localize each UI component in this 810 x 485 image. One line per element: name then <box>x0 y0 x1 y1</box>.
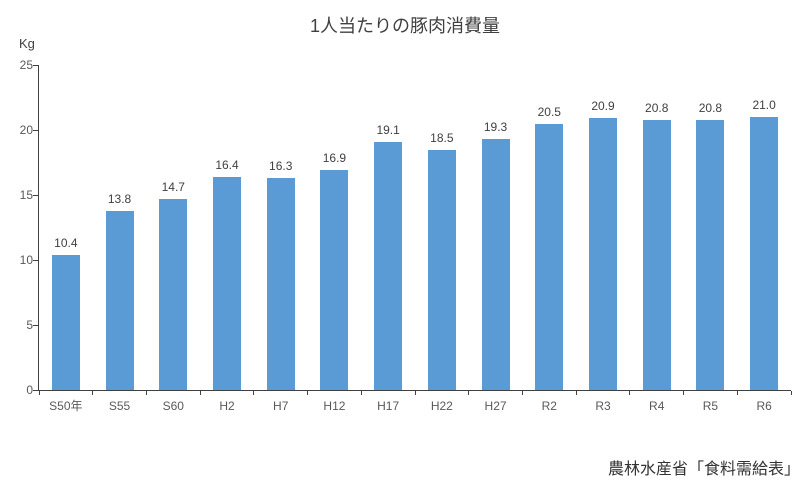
x-axis-tick-mark <box>360 391 362 395</box>
bar-value-label: 21.0 <box>752 98 776 112</box>
x-axis-tick-mark <box>414 391 416 395</box>
x-axis-category-label: H17 <box>377 399 400 413</box>
bar <box>535 123 564 390</box>
x-axis-category-label: H22 <box>430 399 453 413</box>
y-axis-tick-mark <box>33 194 38 196</box>
x-axis-tick-mark <box>521 391 523 395</box>
y-axis-tick-label: 20 <box>19 123 33 137</box>
x-axis-category-label: R3 <box>595 399 611 413</box>
y-axis-tick-label: 5 <box>26 318 33 332</box>
x-axis-tick-mark <box>790 391 792 395</box>
x-axis-tick-mark <box>38 391 40 395</box>
x-axis-category-label: R6 <box>756 399 772 413</box>
bar-value-label: 18.5 <box>430 130 454 145</box>
x-axis-tick-mark <box>92 391 94 395</box>
x-axis-category-label: R2 <box>541 399 557 413</box>
x-axis-category-label: S55 <box>108 399 131 413</box>
x-axis-category-label: H12 <box>323 399 346 413</box>
plot-area: 0 5 10 15 20 25 S50年 S55 S60 H2 H7 H12 H17 H22 H27 R2 R… <box>20 58 792 413</box>
bar <box>427 149 456 390</box>
y-axis-tick-mark <box>33 259 38 261</box>
x-axis-tick-mark <box>145 391 147 395</box>
bar-value-label: 13.8 <box>107 191 132 206</box>
bar <box>213 176 241 390</box>
bar <box>105 210 134 390</box>
bar-value-label: 19.1 <box>376 122 400 137</box>
y-axis-tick-mark <box>33 129 38 131</box>
y-axis-tick-mark <box>33 64 38 66</box>
x-axis-tick-mark <box>199 391 201 395</box>
bar-value-label: 16.3 <box>269 159 293 174</box>
bar <box>589 118 617 390</box>
x-axis-category-label: R4 <box>649 399 665 413</box>
x-axis-category-label: S50年 <box>49 399 83 413</box>
y-axis-unit-label: Kg <box>19 36 35 51</box>
bar <box>266 178 295 390</box>
y-axis-tick-label: 25 <box>19 58 33 72</box>
y-axis-tick-label: 0 <box>26 383 33 397</box>
x-axis-category-label: R5 <box>702 399 719 413</box>
bar-value-label: 14.7 <box>161 179 185 194</box>
y-axis-tick-mark <box>33 389 38 391</box>
bar-value-label: 20.5 <box>537 104 561 119</box>
bar-value-label: 16.4 <box>215 157 239 172</box>
source-note: 農林水産省「食料需給表」 <box>607 461 800 478</box>
y-axis-tick-label: 10 <box>19 253 33 267</box>
x-axis-tick-mark <box>468 391 470 395</box>
x-axis-tick-mark <box>736 391 738 395</box>
x-axis-tick-mark <box>629 391 631 395</box>
bar <box>159 198 188 390</box>
bar <box>696 119 725 390</box>
x-axis-tick-mark <box>253 391 255 395</box>
bar-value-label: 20.8 <box>645 100 669 115</box>
bar-value-label: 10.4 <box>54 235 78 250</box>
bar <box>642 119 671 390</box>
bar-value-label: 19.3 <box>483 120 508 135</box>
bar-value-label: 20.9 <box>591 99 615 114</box>
bar <box>320 170 349 390</box>
x-axis-category-label: H7 <box>273 399 289 413</box>
x-axis-tick-mark <box>575 391 577 395</box>
x-axis-tick-mark <box>683 391 685 395</box>
bar-value-label: 20.8 <box>698 100 723 115</box>
y-axis-tick-mark <box>33 324 38 326</box>
x-axis-tick-mark <box>307 391 309 395</box>
bar <box>481 139 510 390</box>
bar <box>374 141 403 390</box>
chart-title: 1人当たりの豚肉消費量 <box>309 16 500 36</box>
bar-value-label: 16.9 <box>322 151 347 166</box>
y-axis-tick-label: 15 <box>19 188 33 202</box>
x-axis-category-label: H27 <box>484 399 507 413</box>
bar <box>750 117 779 390</box>
x-axis-category-label: S60 <box>162 399 184 413</box>
x-axis-category-label: H2 <box>219 399 235 413</box>
bar <box>51 254 80 390</box>
